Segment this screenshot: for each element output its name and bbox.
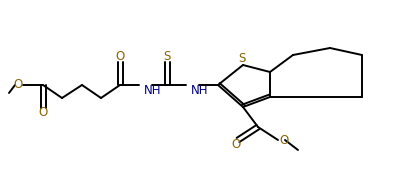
Text: NH: NH xyxy=(191,83,208,96)
Text: S: S xyxy=(163,51,171,64)
Text: O: O xyxy=(115,51,125,64)
Text: O: O xyxy=(231,138,240,152)
Text: NH: NH xyxy=(144,83,162,96)
Text: O: O xyxy=(279,135,288,148)
Text: O: O xyxy=(14,79,23,92)
Text: O: O xyxy=(38,107,48,120)
Text: S: S xyxy=(238,52,246,65)
